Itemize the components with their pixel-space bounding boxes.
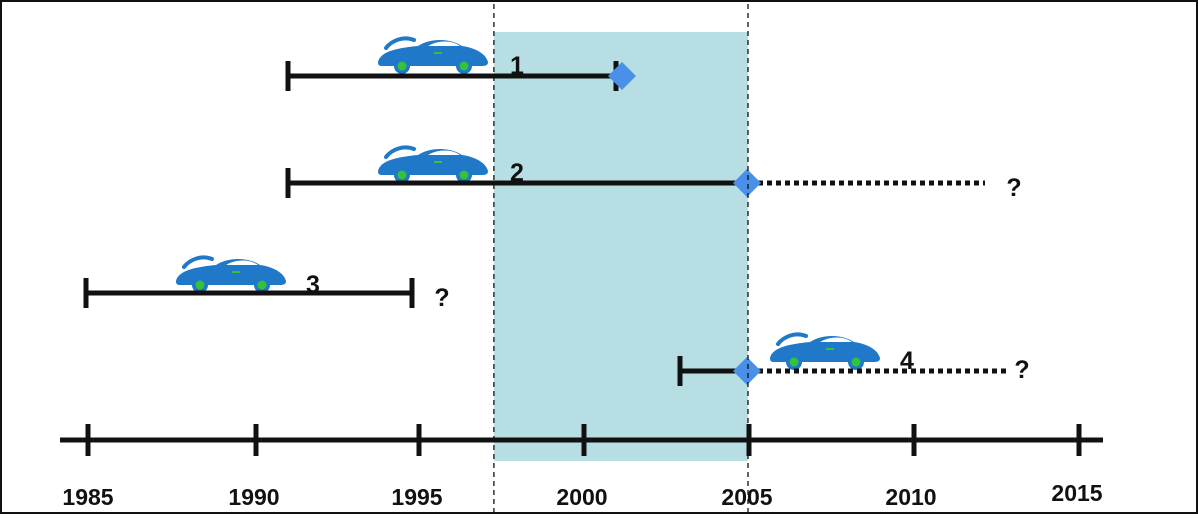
end-marker-diamond — [733, 357, 761, 385]
unknown-end-label: ? — [434, 284, 449, 312]
axis-label-1995: 1995 — [391, 484, 442, 510]
vehicle-lifelines: 12?3 ?4? — [83, 36, 1030, 386]
time-axis-ticks — [85, 424, 1082, 456]
vehicle-label: 4 — [900, 347, 914, 375]
vehicle-label: 3 — [306, 271, 320, 299]
axis-label-1985: 1985 — [62, 484, 113, 510]
vehicle-1: 1 — [285, 36, 636, 91]
unknown-end-label: ? — [1006, 174, 1021, 202]
vehicle-2: 2? — [285, 145, 1022, 202]
axis-label-1990: 1990 — [228, 484, 279, 510]
end-marker-diamond — [733, 169, 761, 197]
end-marker-diamond — [608, 62, 636, 90]
axis-label-2010: 2010 — [885, 484, 936, 510]
vehicle-label: 1 — [510, 52, 524, 80]
vehicle-label: 2 — [510, 159, 524, 187]
axis-label-2005: 2005 — [721, 484, 772, 510]
time-axis-labels: 1985 1990 1995 2000 2005 2010 2015 — [62, 480, 1102, 510]
vehicle-4: 4? — [677, 332, 1030, 386]
axis-label-2000: 2000 — [556, 484, 607, 510]
axis-label-2015: 2015 — [1051, 480, 1102, 506]
vehicle-3: 3? — [83, 255, 450, 312]
observation-window — [493, 32, 748, 461]
unknown-end-label: ? — [1014, 356, 1029, 384]
